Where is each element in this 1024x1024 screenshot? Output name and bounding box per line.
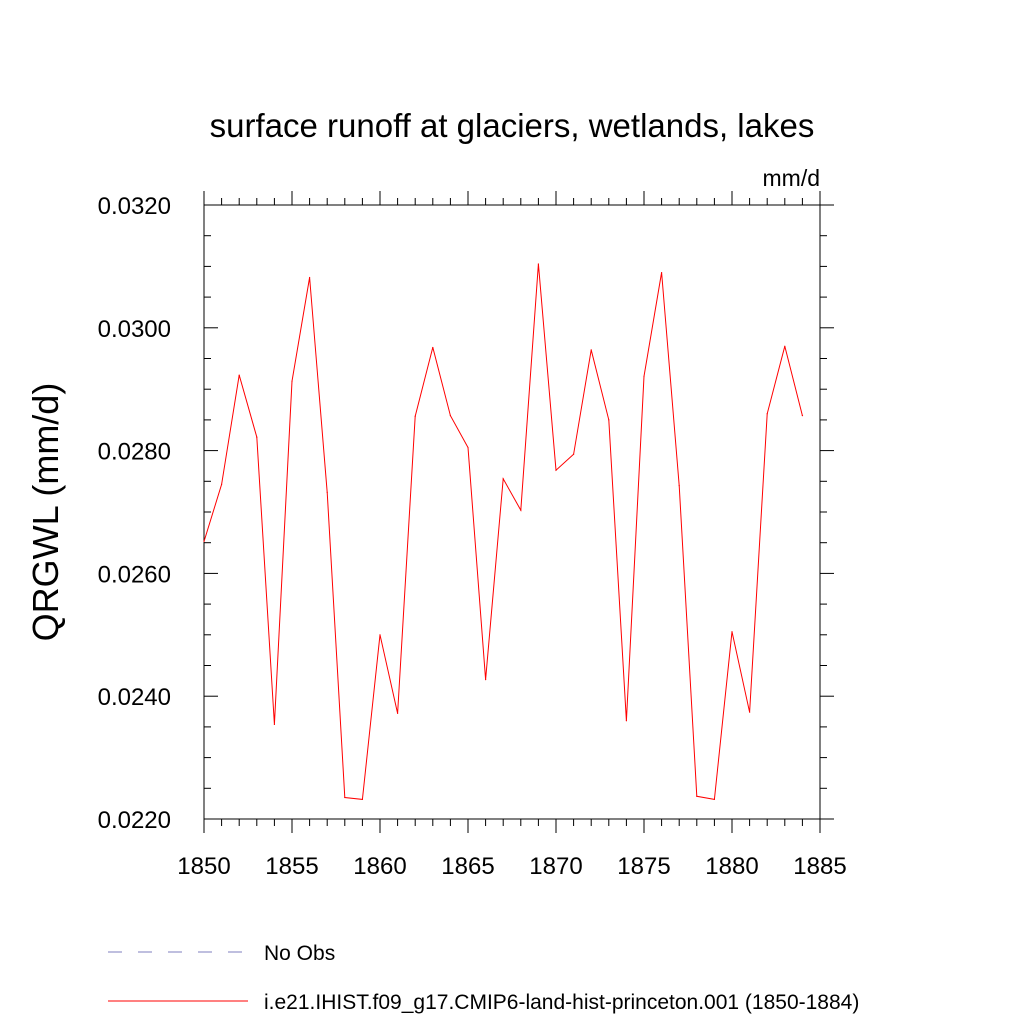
y-tick-label: 0.0320 <box>98 193 171 220</box>
x-tick-label: 1855 <box>265 853 318 880</box>
data-point <box>326 491 328 493</box>
x-tick-label: 1870 <box>529 853 582 880</box>
x-tick-label: 1885 <box>793 853 846 880</box>
series-line <box>203 263 803 800</box>
data-point <box>801 415 804 417</box>
data-point <box>643 375 645 377</box>
data-point <box>590 349 592 351</box>
data-point <box>784 345 786 347</box>
data-point <box>608 419 610 421</box>
data-point <box>573 453 575 455</box>
data-point <box>678 484 680 487</box>
data-point <box>361 798 363 800</box>
data-point <box>203 540 205 543</box>
data-point <box>238 374 240 376</box>
units-label: mm/d <box>763 165 821 191</box>
data-point <box>344 796 346 799</box>
x-tick-labels: 1850 1855 1860 1865 1870 1875 1880 1885 <box>177 853 846 880</box>
x-tick-label: 1865 <box>441 853 494 880</box>
y-tick-label: 0.0300 <box>98 316 171 343</box>
y-tick-label: 0.0280 <box>98 439 171 466</box>
x-tick-label: 1850 <box>177 853 230 880</box>
data-point <box>537 263 540 265</box>
data-point <box>291 380 293 382</box>
data-point <box>485 679 487 681</box>
data-point <box>502 478 504 480</box>
data-point <box>713 798 716 800</box>
data-point <box>766 413 768 415</box>
data-point <box>397 712 399 714</box>
data-point <box>221 483 223 485</box>
x-tick-label: 1880 <box>705 853 758 880</box>
data-point <box>432 346 434 349</box>
data-point <box>749 711 751 713</box>
legend-label-no-obs: No Obs <box>264 942 335 965</box>
data-point <box>467 446 469 449</box>
data-point <box>256 436 258 438</box>
axis-ticks <box>203 191 834 833</box>
x-tick-label: 1860 <box>353 853 406 880</box>
data-point <box>273 723 275 726</box>
data-point <box>661 271 663 274</box>
data-point <box>696 795 698 797</box>
y-axis-label: QRGWL (mm/d) <box>25 383 66 642</box>
legend: No Obs i.e21.IHIST.f09_g17.CMIP6-land-hi… <box>108 942 859 1014</box>
data-point <box>309 276 311 279</box>
data-point <box>555 469 557 471</box>
y-tick-label: 0.0220 <box>98 807 171 834</box>
y-tick-label: 0.0240 <box>98 684 171 711</box>
y-tick-labels: 0.0220 0.0240 0.0260 0.0280 0.0300 0.0320 <box>98 193 171 834</box>
series-points <box>203 263 804 800</box>
legend-label-model-run: i.e21.IHIST.f09_g17.CMIP6-land-hist-prin… <box>264 991 859 1014</box>
y-tick-label: 0.0260 <box>98 561 171 588</box>
data-point <box>414 415 416 417</box>
data-point <box>379 634 381 636</box>
chart-title: surface runoff at glaciers, wetlands, la… <box>210 107 815 144</box>
data-point <box>731 631 733 633</box>
x-tick-label: 1875 <box>617 853 670 880</box>
data-point <box>449 415 451 417</box>
plot-frame <box>203 204 821 820</box>
data-point <box>625 720 628 722</box>
data-point <box>520 509 522 511</box>
